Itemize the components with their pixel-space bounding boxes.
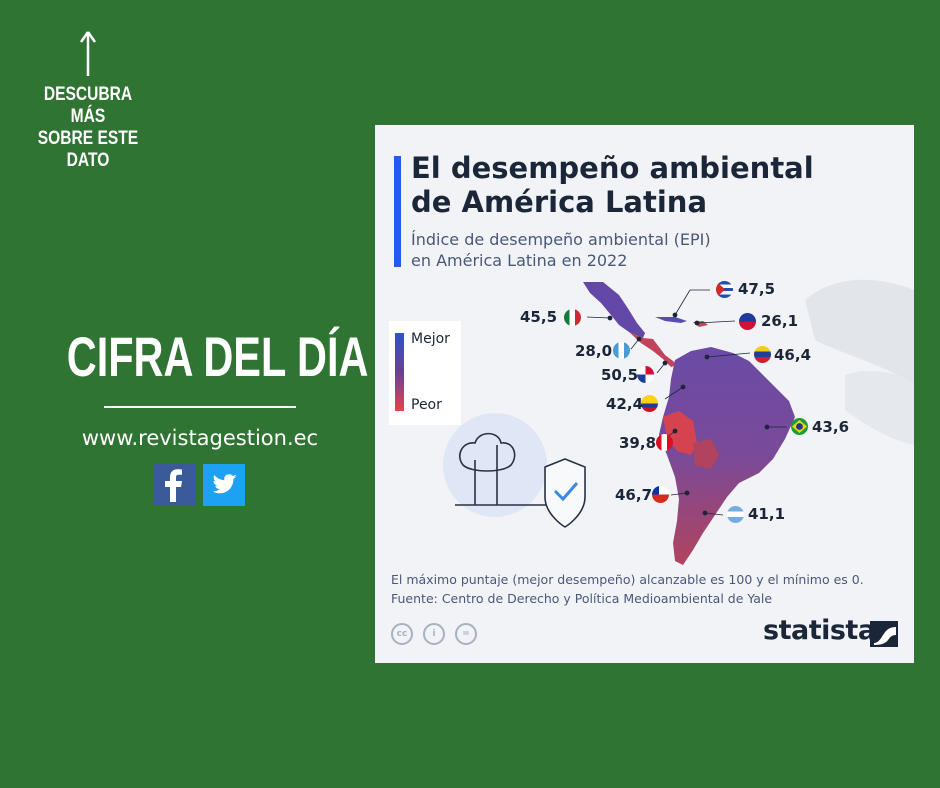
title-line-2: de América Latina (411, 185, 708, 219)
color-legend: Mejor Peor (389, 321, 461, 425)
argentina-marker (702, 510, 708, 516)
divider (104, 406, 296, 408)
chile-value: 46,7 (615, 486, 653, 504)
colombia-leader-line (664, 386, 684, 400)
haiti-leader-line (696, 320, 736, 324)
cuba-flag (716, 281, 733, 298)
argentina-value: 41,1 (748, 505, 786, 523)
bolivia-shape (693, 439, 719, 469)
legend-best-label: Mejor (411, 331, 450, 347)
mexico-shape (583, 282, 645, 338)
peru-value: 39,8 (619, 434, 657, 452)
guatemala-flag (613, 342, 630, 359)
cuba-marker (672, 312, 678, 318)
subtitle-line-2: en América Latina en 2022 (411, 251, 628, 270)
argentina-leader-line (704, 512, 724, 516)
colombia-marker (680, 384, 686, 390)
statista-logo-text[interactable]: statista (763, 615, 876, 646)
brazil-flag (791, 418, 808, 435)
infographic-card: El desempeño ambiental de América Latina… (375, 125, 914, 663)
world-background-shape (845, 370, 914, 445)
haiti-value: 26,1 (761, 312, 799, 330)
peru-shape (663, 411, 697, 455)
card-subtitle: Índice de desempeño ambiental (EPI) en A… (411, 229, 811, 271)
panama-value: 50,5 (601, 366, 639, 384)
mexico-leader-line (586, 316, 611, 319)
mexico-flag (564, 309, 581, 326)
shield-check-icon (544, 458, 586, 528)
brazil-marker (764, 424, 770, 430)
eco-illustration-bg (443, 413, 547, 517)
footnote-source: Fuente: Centro de Derecho y Política Med… (391, 591, 773, 606)
peru-flag (656, 434, 673, 451)
statista-logo-icon[interactable] (870, 621, 898, 647)
subtitle-line-1: Índice de desempeño ambiental (EPI) (411, 230, 711, 249)
card-title: El desempeño ambiental de América Latina (411, 151, 891, 219)
world-background-shape (805, 279, 914, 385)
cuba-shape (655, 317, 687, 323)
legend-gradient (395, 333, 404, 411)
peru-marker (672, 428, 678, 434)
facebook-icon[interactable] (153, 464, 195, 506)
latin-america-map (443, 279, 914, 565)
title-accent-bar (394, 156, 401, 267)
discover-more-text[interactable]: DESCUBRA MÁS SOBRE ESTE DATO (31, 84, 146, 172)
title-line-1: El desempeño ambiental (411, 151, 814, 185)
website-link[interactable]: www.revistagestion.ec (81, 426, 319, 450)
venezuela-flag (754, 346, 771, 363)
chile-marker (684, 490, 690, 496)
footnote-scale-note: El máximo puntaje (mejor desempeño) alca… (391, 572, 864, 587)
brazil-value: 43,6 (812, 418, 850, 436)
tree-icon (455, 432, 550, 506)
cc-icon[interactable]: cc (391, 623, 413, 645)
footnote: El máximo puntaje (mejor desempeño) alca… (391, 570, 891, 608)
guatemala-value: 28,0 (575, 342, 613, 360)
twitter-icon[interactable] (203, 464, 245, 506)
colombia-flag (641, 395, 658, 412)
discover-line-2: SOBRE ESTE (37, 128, 139, 149)
cuba-leader-line (674, 289, 691, 316)
central-america-shape (629, 332, 677, 367)
panama-marker (662, 360, 668, 366)
haiti-marker (694, 320, 700, 326)
check-icon (553, 482, 579, 502)
haiti-flag (739, 313, 756, 330)
cuba-value: 47,5 (738, 280, 776, 298)
venezuela-value: 46,4 (774, 346, 812, 364)
mexico-value: 45,5 (520, 308, 558, 326)
venezuela-leader-line (706, 352, 751, 358)
south-america-shape (659, 347, 795, 565)
argentina-flag (727, 506, 744, 523)
colombia-value: 42,4 (606, 395, 644, 413)
venezuela-marker (704, 354, 710, 360)
up-arrow-icon (80, 31, 96, 76)
no-derivatives-icon[interactable]: = (455, 623, 477, 645)
chile-flag (652, 486, 669, 503)
mexico-marker (607, 315, 613, 321)
discover-line-3: DATO (66, 150, 110, 171)
discover-line-1: DESCUBRA MÁS (43, 84, 133, 127)
guatemala-marker (636, 336, 642, 342)
legend-worst-label: Peor (411, 397, 442, 413)
attribution-icon[interactable]: i (423, 623, 445, 645)
panama-flag (637, 366, 654, 383)
headline: CIFRA DEL DÍA (66, 325, 369, 388)
chile-leader-line (670, 492, 688, 496)
